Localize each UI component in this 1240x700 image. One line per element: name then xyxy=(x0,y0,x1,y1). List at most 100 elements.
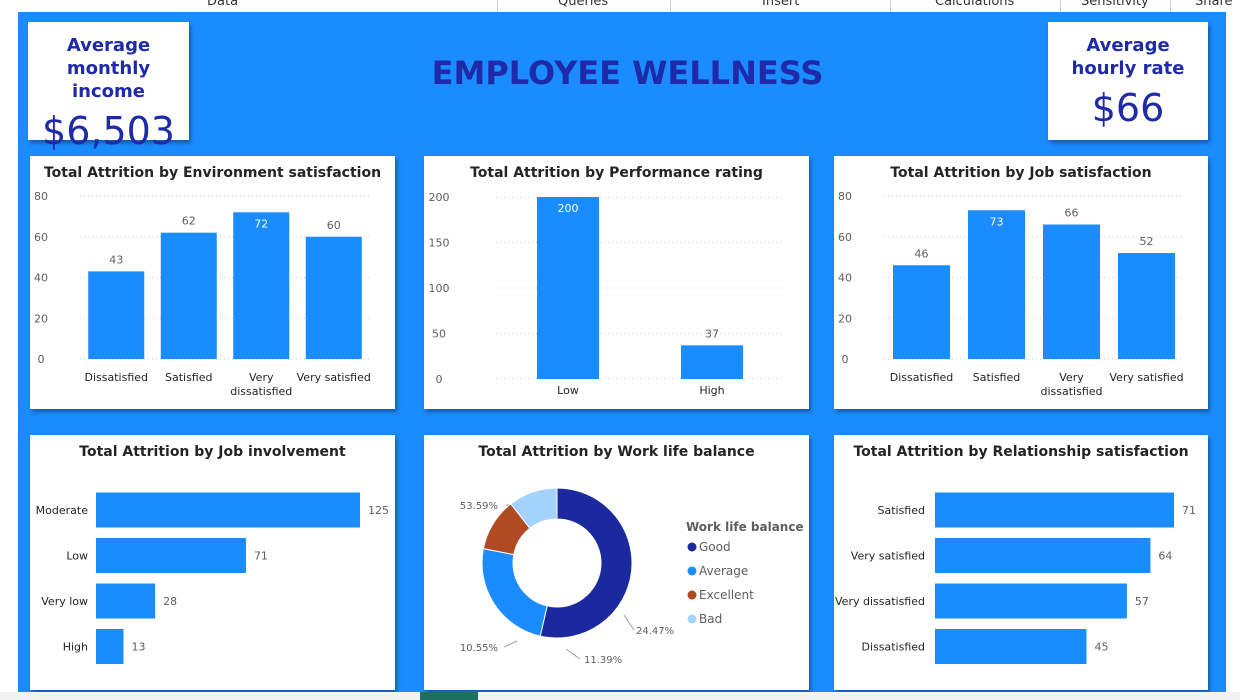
page-tab-active[interactable] xyxy=(420,692,478,700)
bar xyxy=(88,271,145,359)
legend-marker xyxy=(687,614,697,624)
donut-slice-good xyxy=(539,487,633,639)
ribbon-tab-queries[interactable]: Queries xyxy=(558,0,609,9)
ribbon-separator xyxy=(890,0,891,12)
x-tick-label: Very satisfied xyxy=(1109,371,1183,384)
data-label: 200 xyxy=(558,202,579,215)
chart-title: Total Attrition by Environment satisfact… xyxy=(43,165,382,181)
ribbon-separator xyxy=(1170,0,1171,12)
x-tick-label: Dissatisfied xyxy=(890,371,954,384)
y-tick-label: Very low xyxy=(41,595,88,608)
bar xyxy=(233,212,290,359)
leader-line xyxy=(623,614,635,631)
legend-marker xyxy=(687,590,697,600)
chart-work-life-balance: 53.59% 24.47% 11.39% 10.55% Work life balanc… xyxy=(460,487,804,666)
chart-card-job-satisfaction[interactable]: Total Attrition by Job satisfaction 0 20 4… xyxy=(834,156,1208,409)
y-tick-label: 200 xyxy=(429,191,450,204)
data-label: 72 xyxy=(254,217,268,230)
chart-card-performance-rating[interactable]: Total Attrition by Performance rating 0 5… xyxy=(424,156,809,409)
y-tick-label: 40 xyxy=(34,272,48,285)
chart-performance-rating: 0 50 100 150 200 200 Low 37 High xyxy=(429,191,784,397)
chart-title: Total Attrition by Relationship satisfac… xyxy=(853,444,1189,460)
bar xyxy=(681,345,743,379)
legend-label: Excellent xyxy=(699,588,754,602)
chart-card-environment-satisfaction[interactable]: Total Attrition by Environment satisfact… xyxy=(30,156,395,409)
ribbon-separator xyxy=(1060,0,1061,12)
kpi-label: Average hourly rate xyxy=(1071,35,1185,79)
y-tick-label: 20 xyxy=(838,312,852,325)
x-tick-label: Satisfied xyxy=(973,371,1021,384)
slice-label: 11.39% xyxy=(584,655,622,666)
donut-slice-average xyxy=(481,548,548,637)
ribbon-tab-insert[interactable]: Insert xyxy=(762,0,800,9)
ribbon-separator xyxy=(670,0,671,12)
bar xyxy=(1043,224,1100,359)
kpi-value: $66 xyxy=(1091,86,1165,130)
legend-title: Work life balance xyxy=(686,520,804,534)
data-label: 13 xyxy=(131,641,145,654)
bar xyxy=(96,538,246,573)
bar xyxy=(537,197,599,379)
data-label: 71 xyxy=(254,550,268,563)
y-tick-label: Satisfied xyxy=(877,504,925,517)
data-label: 52 xyxy=(1140,235,1154,248)
x-tick-label: High xyxy=(699,384,724,397)
y-tick-label: Very dissatisfied xyxy=(835,595,925,608)
y-tick-label: 80 xyxy=(838,190,852,203)
bar xyxy=(968,210,1025,359)
bar xyxy=(160,232,217,359)
chart-card-work-life-balance[interactable]: Total Attrition by Work life balance 53.… xyxy=(424,435,809,690)
chart-title: Total Attrition by Performance rating xyxy=(470,165,763,181)
ribbon-tab-sensitivity[interactable]: Sensitivity xyxy=(1081,0,1149,9)
chart-card-job-involvement[interactable]: Total Attrition by Job involvement Moder… xyxy=(30,435,395,690)
kpi-card-hourly-rate[interactable]: Average hourly rate $66 xyxy=(1048,22,1208,140)
y-tick-label: 80 xyxy=(34,190,48,203)
dashboard-title: EMPLOYEE WELLNESS xyxy=(431,54,824,92)
x-tick-label: dissatisfied xyxy=(1040,385,1102,398)
ribbon: Data Queries Insert Calculations Sensiti… xyxy=(0,0,1240,12)
x-tick-label: Very xyxy=(1059,371,1084,384)
data-label: 66 xyxy=(1065,207,1079,220)
bar xyxy=(96,492,360,528)
ribbon-tab-data[interactable]: Data xyxy=(207,0,239,9)
leader-line xyxy=(565,648,581,660)
y-tick-label: High xyxy=(63,641,88,654)
y-tick-label: Dissatisfied xyxy=(861,641,925,654)
data-label: 125 xyxy=(368,504,389,517)
bar xyxy=(1118,253,1175,359)
chart-title: Total Attrition by Job satisfaction xyxy=(890,165,1152,181)
data-label: 62 xyxy=(182,215,196,228)
ribbon-tab-calculations[interactable]: Calculations xyxy=(935,0,1015,9)
kpi-card-monthly-income[interactable]: Average monthly income $6,503 xyxy=(28,22,189,153)
y-tick-label: 0 xyxy=(38,353,45,366)
donut-slice-bad xyxy=(510,487,558,530)
x-tick-label: Satisfied xyxy=(165,371,213,384)
slice-label: 24.47% xyxy=(636,626,674,637)
y-tick-label: 20 xyxy=(34,312,48,325)
chart-environment-satisfaction: 0 20 40 60 80 43 Dissatisfied 62 Satisfied 72 Very… xyxy=(34,190,371,398)
data-label: 71 xyxy=(1182,504,1196,517)
chart-relationship-satisfaction: Satisfied 71 Very satisfied 64 Very dissatis… xyxy=(835,492,1196,664)
bar xyxy=(305,236,362,359)
data-label: 60 xyxy=(327,219,341,232)
y-tick-label: 60 xyxy=(34,231,48,244)
legend-label: Good xyxy=(699,540,731,554)
bar xyxy=(96,629,124,664)
bar xyxy=(935,583,1127,619)
y-tick-label: 60 xyxy=(838,231,852,244)
bar xyxy=(935,629,1087,664)
ribbon-tab-share[interactable]: Share xyxy=(1195,0,1233,9)
kpi-label: Average monthly income xyxy=(66,35,151,102)
x-tick-label: dissatisfied xyxy=(230,385,292,398)
leader-line xyxy=(503,640,518,648)
data-label: 57 xyxy=(1135,595,1149,608)
bar xyxy=(96,583,156,619)
bar xyxy=(935,538,1151,573)
x-tick-label: Very xyxy=(249,371,274,384)
chart-card-relationship-satisfaction[interactable]: Total Attrition by Relationship satisfac… xyxy=(834,435,1208,690)
chart-title: Total Attrition by Work life balance xyxy=(478,444,755,460)
x-tick-label: Very satisfied xyxy=(297,371,371,384)
chart-job-satisfaction: 0 20 40 60 80 46 Dissatisfied 73 Satisfied 66 Very… xyxy=(838,190,1184,398)
chart-job-involvement: Moderate 125 Low 71 Very low 28 High 13 xyxy=(36,492,389,664)
legend-marker xyxy=(687,566,697,576)
